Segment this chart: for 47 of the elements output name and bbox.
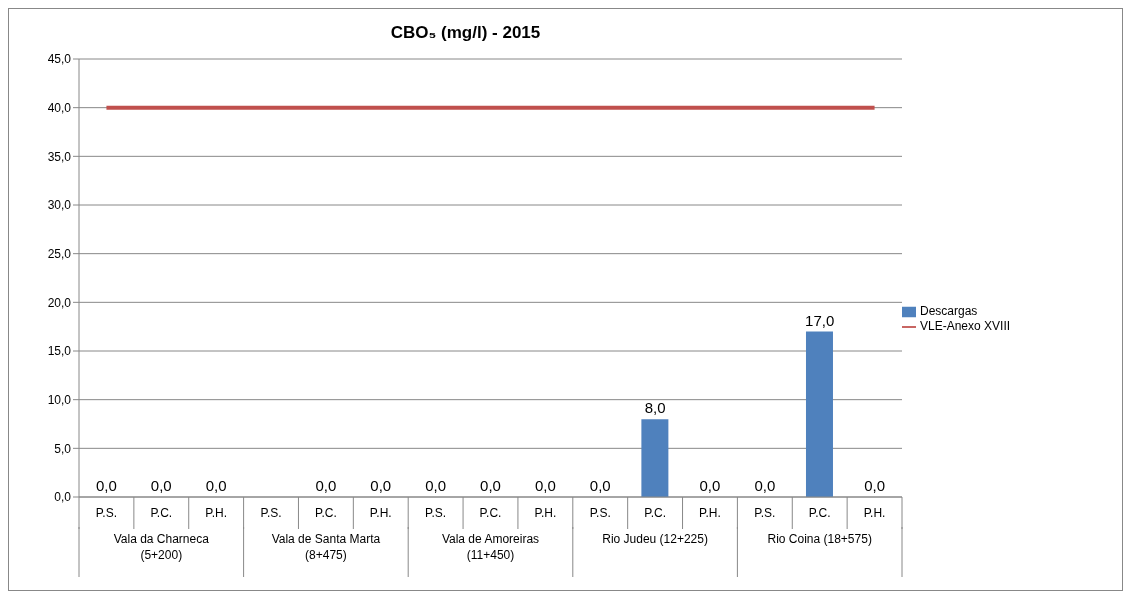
y-tick-label: 10,0 (47, 392, 72, 407)
x-tick-label: P.S. (754, 506, 776, 520)
text: Rio Coina (18+575) (767, 532, 872, 546)
data-label: 0,0 (589, 477, 611, 494)
data-label: 8,0 (644, 399, 666, 417)
x-tick-label: P.C. (150, 506, 173, 520)
y-tick-label: 25,0 (47, 246, 72, 261)
x-tick-label: P.H. (205, 506, 228, 520)
y-tick-label: 30,0 (47, 198, 72, 213)
x-tick-label: P.H. (534, 506, 557, 520)
y-tick-label: 45,0 (47, 52, 72, 67)
x-tick-label: P.S. (589, 506, 611, 520)
x-tick-label: P.C. (315, 506, 337, 520)
data-label: 0,0 (754, 477, 776, 494)
data-label: 0,0 (205, 477, 227, 494)
data-label: 17,0 (805, 311, 835, 329)
x-tick-label: P.S. (425, 506, 447, 520)
chart-title: CBO₅ (mg/l) - 2015 (389, 23, 542, 44)
data-label: 0,0 (534, 477, 556, 494)
y-tick-label: 5,0 (54, 441, 72, 456)
data-label: 0,0 (425, 477, 447, 494)
x-tick-label: P.H. (863, 506, 886, 520)
x-tick-label: P.S. (95, 506, 117, 520)
text: Vala da Charneca (5+200) (113, 532, 210, 562)
x-tick-label: P.H. (369, 506, 392, 520)
y-tick-label: 40,0 (47, 100, 72, 115)
data-label: 0,0 (315, 477, 337, 494)
x-tick-label: P.C. (808, 506, 831, 520)
y-tick-label: 0,0 (54, 490, 72, 505)
x-tick-label: P.C. (644, 506, 666, 520)
y-tick-label: 35,0 (47, 149, 72, 164)
data-label: 0,0 (150, 477, 172, 494)
text: Vala de Santa Marta (8+475) (271, 532, 381, 562)
y-tick-label: 20,0 (47, 295, 72, 310)
legend-label: Descargas (920, 304, 978, 319)
text: Vala de Amoreiras (11+450) (441, 532, 540, 562)
y-tick-label: 15,0 (47, 344, 72, 359)
data-label: 0,0 (370, 477, 392, 494)
x-tick-label: P.H. (699, 506, 721, 520)
text: Rio Judeu (12+225) (602, 532, 708, 546)
data-label: 0,0 (864, 477, 885, 494)
legend-label: VLE-Anexo XVIII (920, 319, 1011, 333)
x-tick-label: P.C. (479, 506, 502, 520)
x-tick-label: P.S. (260, 506, 282, 520)
data-label: 0,0 (699, 477, 721, 494)
data-label: 0,0 (480, 477, 501, 494)
data-label: 0,0 (96, 477, 117, 494)
